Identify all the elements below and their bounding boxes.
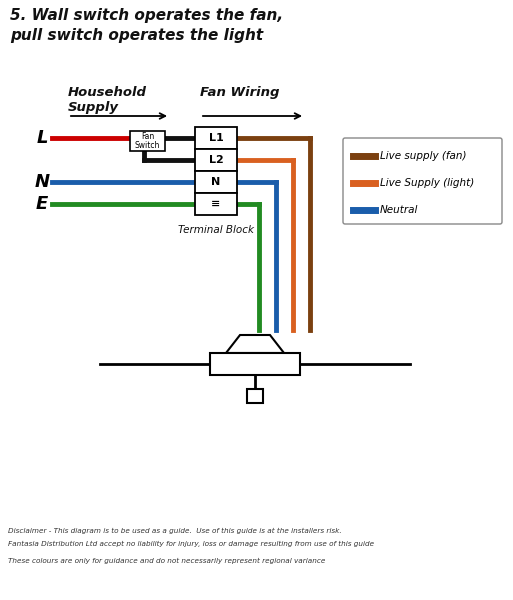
Text: ≡: ≡ [211, 199, 221, 209]
Bar [195, 171, 237, 193]
Text: N: N [211, 177, 221, 187]
Text: Disclaimer - This diagram is to be used as a guide.  Use of this guide is at the: Disclaimer - This diagram is to be used … [8, 528, 342, 534]
Bar [130, 131, 165, 151]
Polygon shape [226, 335, 284, 353]
Text: Live Supply (light): Live Supply (light) [380, 178, 474, 188]
Text: Neutral: Neutral [380, 205, 419, 215]
FancyBboxPatch shape [343, 138, 502, 224]
Text: Supply: Supply [68, 101, 119, 114]
Bar [195, 149, 237, 171]
Bar [195, 127, 237, 149]
Text: L2: L2 [209, 155, 223, 165]
Text: Terminal Block: Terminal Block [178, 225, 254, 235]
Bar [247, 389, 263, 403]
Text: L: L [36, 129, 48, 147]
Text: E: E [36, 195, 48, 213]
Bar [210, 353, 300, 375]
Text: N: N [34, 173, 50, 191]
Text: Fantasia Distribution Ltd accept no liability for injury, loss or damage resulti: Fantasia Distribution Ltd accept no liab… [8, 541, 374, 547]
Text: Household: Household [68, 86, 147, 99]
Text: 5. Wall switch operates the fan,: 5. Wall switch operates the fan, [10, 8, 283, 23]
Text: L1: L1 [209, 133, 223, 143]
Text: pull switch operates the light: pull switch operates the light [10, 28, 263, 43]
Text: Live supply (fan): Live supply (fan) [380, 151, 466, 161]
Text: These colours are only for guidance and do not necessarily represent regional va: These colours are only for guidance and … [8, 558, 325, 564]
Text: Fan Wiring: Fan Wiring [200, 86, 280, 99]
Text: Fan
Switch: Fan Switch [135, 131, 160, 151]
Bar [195, 193, 237, 215]
